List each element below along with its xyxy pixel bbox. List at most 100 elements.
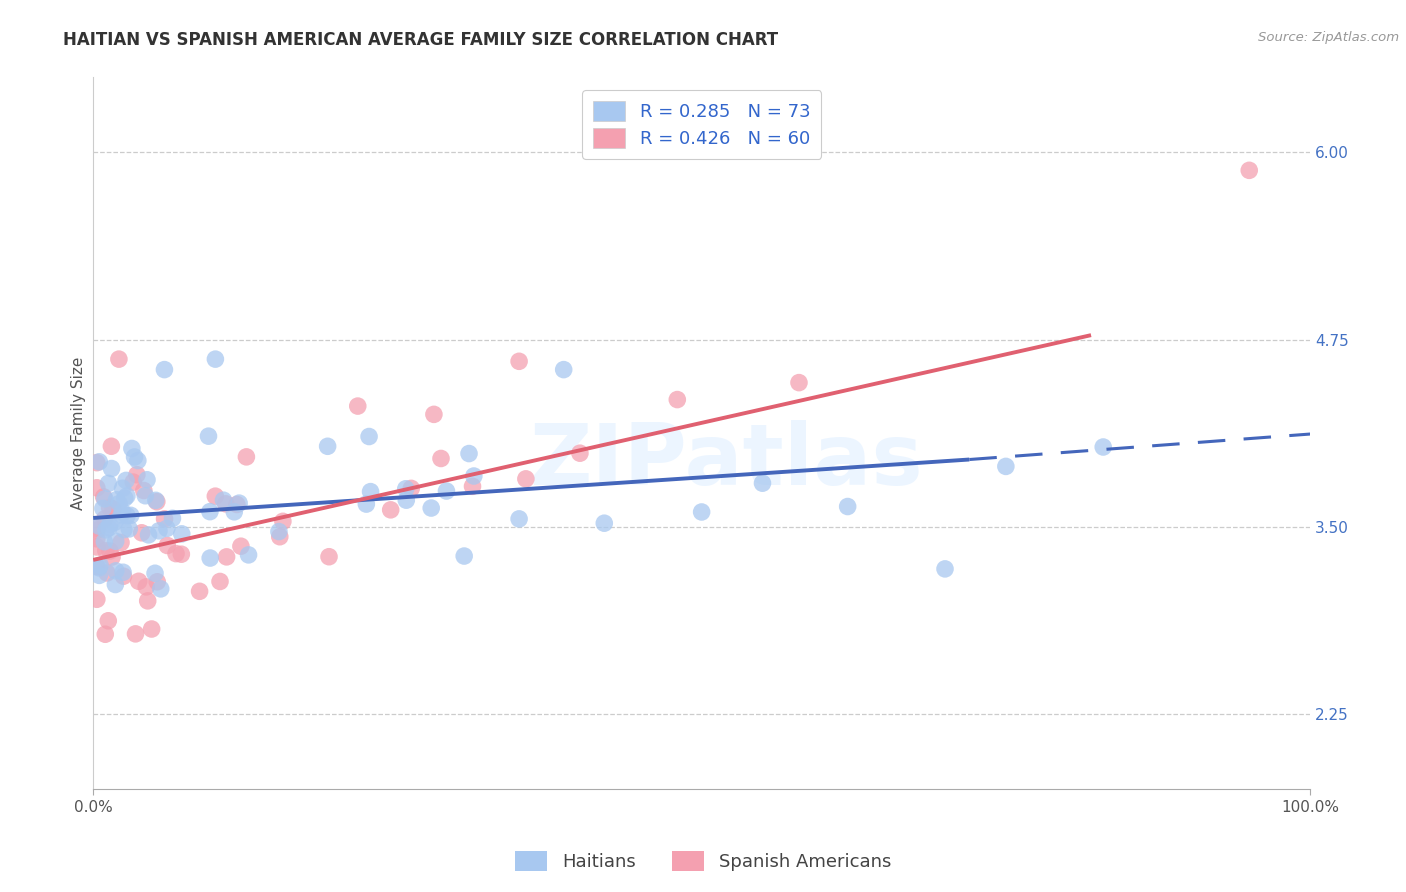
Point [430,451,453,466]
Point [458,446,481,460]
Point [121,442,143,456]
Point [134,489,156,503]
Point [197,429,219,443]
Point [141,622,163,636]
Point [111,505,134,519]
Text: Source: ZipAtlas.com: Source: ZipAtlas.com [1258,31,1399,45]
Point [89,519,111,533]
Point [508,354,530,368]
Point [356,497,378,511]
Point [93,512,115,526]
Point [235,450,257,464]
Point [170,527,193,541]
Point [93,490,115,504]
Y-axis label: Average Family Size: Average Family Size [72,357,86,510]
Point [225,498,247,512]
Point [125,467,148,482]
Point [136,473,159,487]
Point [399,482,422,496]
Point [204,352,226,367]
Point [593,516,616,531]
Point [269,530,291,544]
Point [461,479,484,493]
Point [124,627,146,641]
Point [124,450,146,464]
Legend: R = 0.285   N = 73, R = 0.426   N = 60: R = 0.285 N = 73, R = 0.426 N = 60 [582,90,821,159]
Point [229,539,252,553]
Point [690,505,713,519]
Point [104,534,127,549]
Point [994,459,1017,474]
Point [395,482,418,496]
Point [357,429,380,443]
Point [89,455,111,469]
Point [94,491,117,506]
Point [98,500,121,515]
Point [508,512,530,526]
Point [267,524,290,539]
Point [110,508,132,522]
Point [145,493,167,508]
Point [131,525,153,540]
Point [360,484,382,499]
Point [94,627,117,641]
Point [934,562,956,576]
Point [380,503,402,517]
Point [515,472,537,486]
Point [170,547,193,561]
Point [238,548,260,562]
Point [463,469,485,483]
Point [120,508,142,523]
Point [115,474,138,488]
Point [132,483,155,498]
Point [149,582,172,596]
Point [666,392,689,407]
Point [318,549,340,564]
Point [98,517,121,532]
Point [420,501,443,516]
Point [100,461,122,475]
Point [787,376,810,390]
Point [228,496,250,510]
Point [143,566,166,581]
Point [146,494,169,508]
Point [94,523,117,537]
Point [97,614,120,628]
Point [94,543,117,558]
Point [138,528,160,542]
Point [188,584,211,599]
Point [112,523,135,537]
Point [101,501,124,516]
Text: HAITIAN VS SPANISH AMERICAN AVERAGE FAMILY SIZE CORRELATION CHART: HAITIAN VS SPANISH AMERICAN AVERAGE FAMI… [63,31,779,49]
Point [146,574,169,589]
Point [215,549,238,564]
Point [97,476,120,491]
Point [436,483,458,498]
Point [89,561,111,575]
Point [165,547,187,561]
Point [395,493,418,508]
Point [114,491,136,506]
Point [98,544,121,558]
Point [212,493,235,508]
Point [423,408,446,422]
Point [346,399,368,413]
Point [148,524,170,538]
Point [136,594,159,608]
Point [86,532,108,546]
Point [153,512,176,526]
Point [86,559,108,574]
Point [104,577,127,591]
Point [568,446,591,460]
Point [104,564,127,578]
Point [108,352,131,367]
Text: ZIPatlas: ZIPatlas [529,420,922,503]
Point [215,497,238,511]
Point [111,481,134,495]
Point [751,476,773,491]
Point [86,521,108,535]
Point [118,522,141,536]
Point [100,439,122,453]
Point [91,501,114,516]
Point [156,539,179,553]
